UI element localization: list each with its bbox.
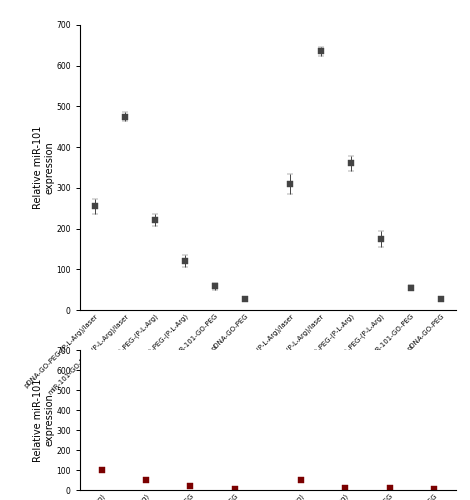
Text: MDA: MDA: [156, 481, 185, 491]
Y-axis label: Relative miR-101
expression: Relative miR-101 expression: [33, 378, 55, 462]
Text: MCF7: MCF7: [348, 481, 383, 491]
Y-axis label: Relative miR-101
expression: Relative miR-101 expression: [33, 126, 55, 209]
